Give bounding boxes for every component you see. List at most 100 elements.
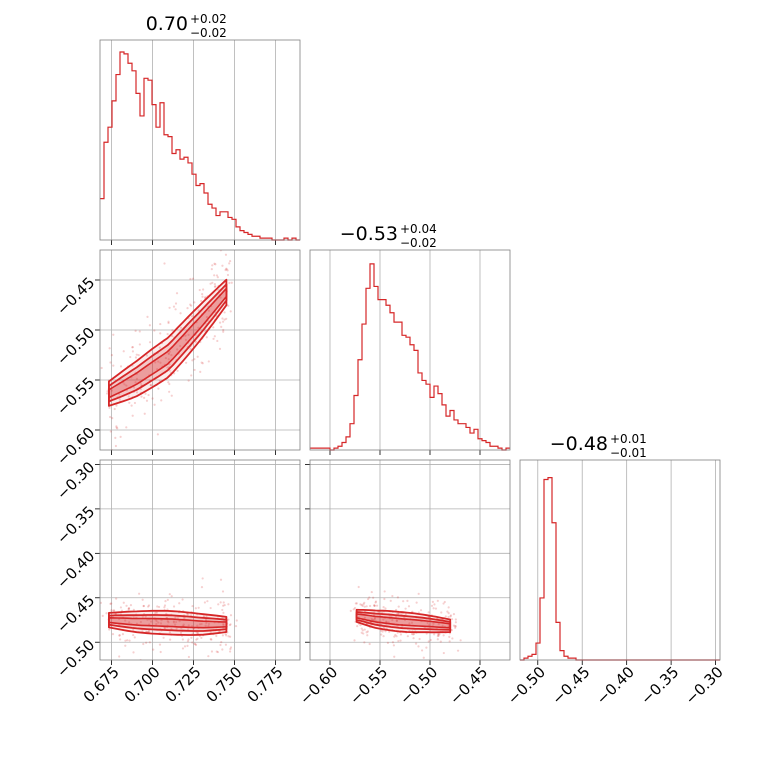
scatter-point [362,603,365,606]
scatter-point [214,263,217,266]
scatter-point [144,615,147,618]
scatter-point [181,598,184,601]
scatter-point [209,282,212,285]
scatter-point [135,353,138,356]
scatter-point [197,309,200,312]
scatter-point [112,333,115,336]
scatter-point [394,608,398,612]
scatter-point [228,262,231,265]
scatter-point [408,622,411,625]
scatter-point [432,607,435,610]
scatter-point [235,619,238,622]
scatter-point [209,631,212,634]
scatter-point [110,354,114,357]
scatter-point [422,656,425,659]
scatter-point [109,430,112,433]
scatter-point [108,406,111,409]
scatter-point [200,586,204,589]
scatter-point [111,417,114,420]
scatter-point [172,605,176,608]
scatter-point [224,643,228,646]
scatter-point [450,628,453,632]
scatter-point [365,605,368,608]
x-tick-label: 0.775 [244,663,287,706]
scatter-point [183,616,186,619]
scatter-point [167,321,170,325]
scatter-point [100,601,102,604]
scatter-point [374,600,378,603]
scatter-point [442,651,445,655]
scatter-point [363,616,366,620]
scatter-point [166,620,169,623]
scatter-point [159,332,162,335]
scatter-point [215,274,219,277]
scatter-point [130,404,133,407]
scatter-point [194,340,197,343]
scatter-point [114,436,117,439]
scatter-point [131,346,134,349]
scatter-point [174,302,178,305]
scatter-point [210,638,213,641]
scatter-point [142,604,145,608]
scatter-point [212,326,215,329]
scatter-point [167,358,170,361]
panel-frame [99,39,301,241]
panel-frame [309,249,511,451]
scatter-point [349,609,352,612]
scatter-point [382,635,385,638]
contour-level-3 [108,617,228,629]
scatter-point [426,621,429,624]
scatter-point [225,317,228,320]
scatter-point [391,594,394,598]
scatter-point [439,640,442,643]
scatter-point [221,608,224,612]
scatter-point [431,600,435,603]
scatter-point [110,602,113,605]
scatter-point [181,647,185,650]
scatter-point [127,606,131,610]
scatter-point [193,358,196,361]
scatter-point [388,630,391,633]
scatter-point [396,612,399,615]
scatter-point [144,392,147,395]
panel-frame [99,249,301,451]
scatter-point [452,661,454,663]
scatter-point [134,329,137,332]
scatter-point [210,650,214,653]
scatter-point [178,602,181,605]
scatter-point [112,609,115,612]
scatter-point [131,350,135,353]
scatter-point [201,577,204,580]
scatter-point [359,603,362,606]
scatter-point [221,590,225,593]
scatter-point [202,615,205,618]
scatter-point [166,366,169,369]
scatter-point [363,601,366,604]
scatter-point [100,366,103,370]
scatter-point [381,630,384,633]
contour-level-1 [108,278,228,407]
scatter-point [393,655,396,658]
scatter-point [108,628,111,631]
scatter-point [360,603,363,607]
scatter-point [156,433,159,436]
y-tick-label: −0.50 [53,636,98,681]
scatter-point [446,610,449,613]
scatter-point [215,634,218,638]
scatter-point [222,623,225,626]
scatter-point [391,618,394,622]
scatter-point [159,322,162,326]
scatter-point [459,639,462,642]
scatter-point [184,334,187,337]
y-tick-label: −0.55 [53,374,98,419]
scatter-point [149,383,153,387]
scatter-point [194,643,197,646]
scatter-point [198,623,202,626]
scatter-point [118,398,121,401]
scatter-point [126,639,129,642]
joint-panel-3 [305,459,511,665]
scatter-point [444,615,447,618]
scatter-point [222,624,225,627]
scatter-point [219,578,223,581]
scatter-point [128,639,131,642]
